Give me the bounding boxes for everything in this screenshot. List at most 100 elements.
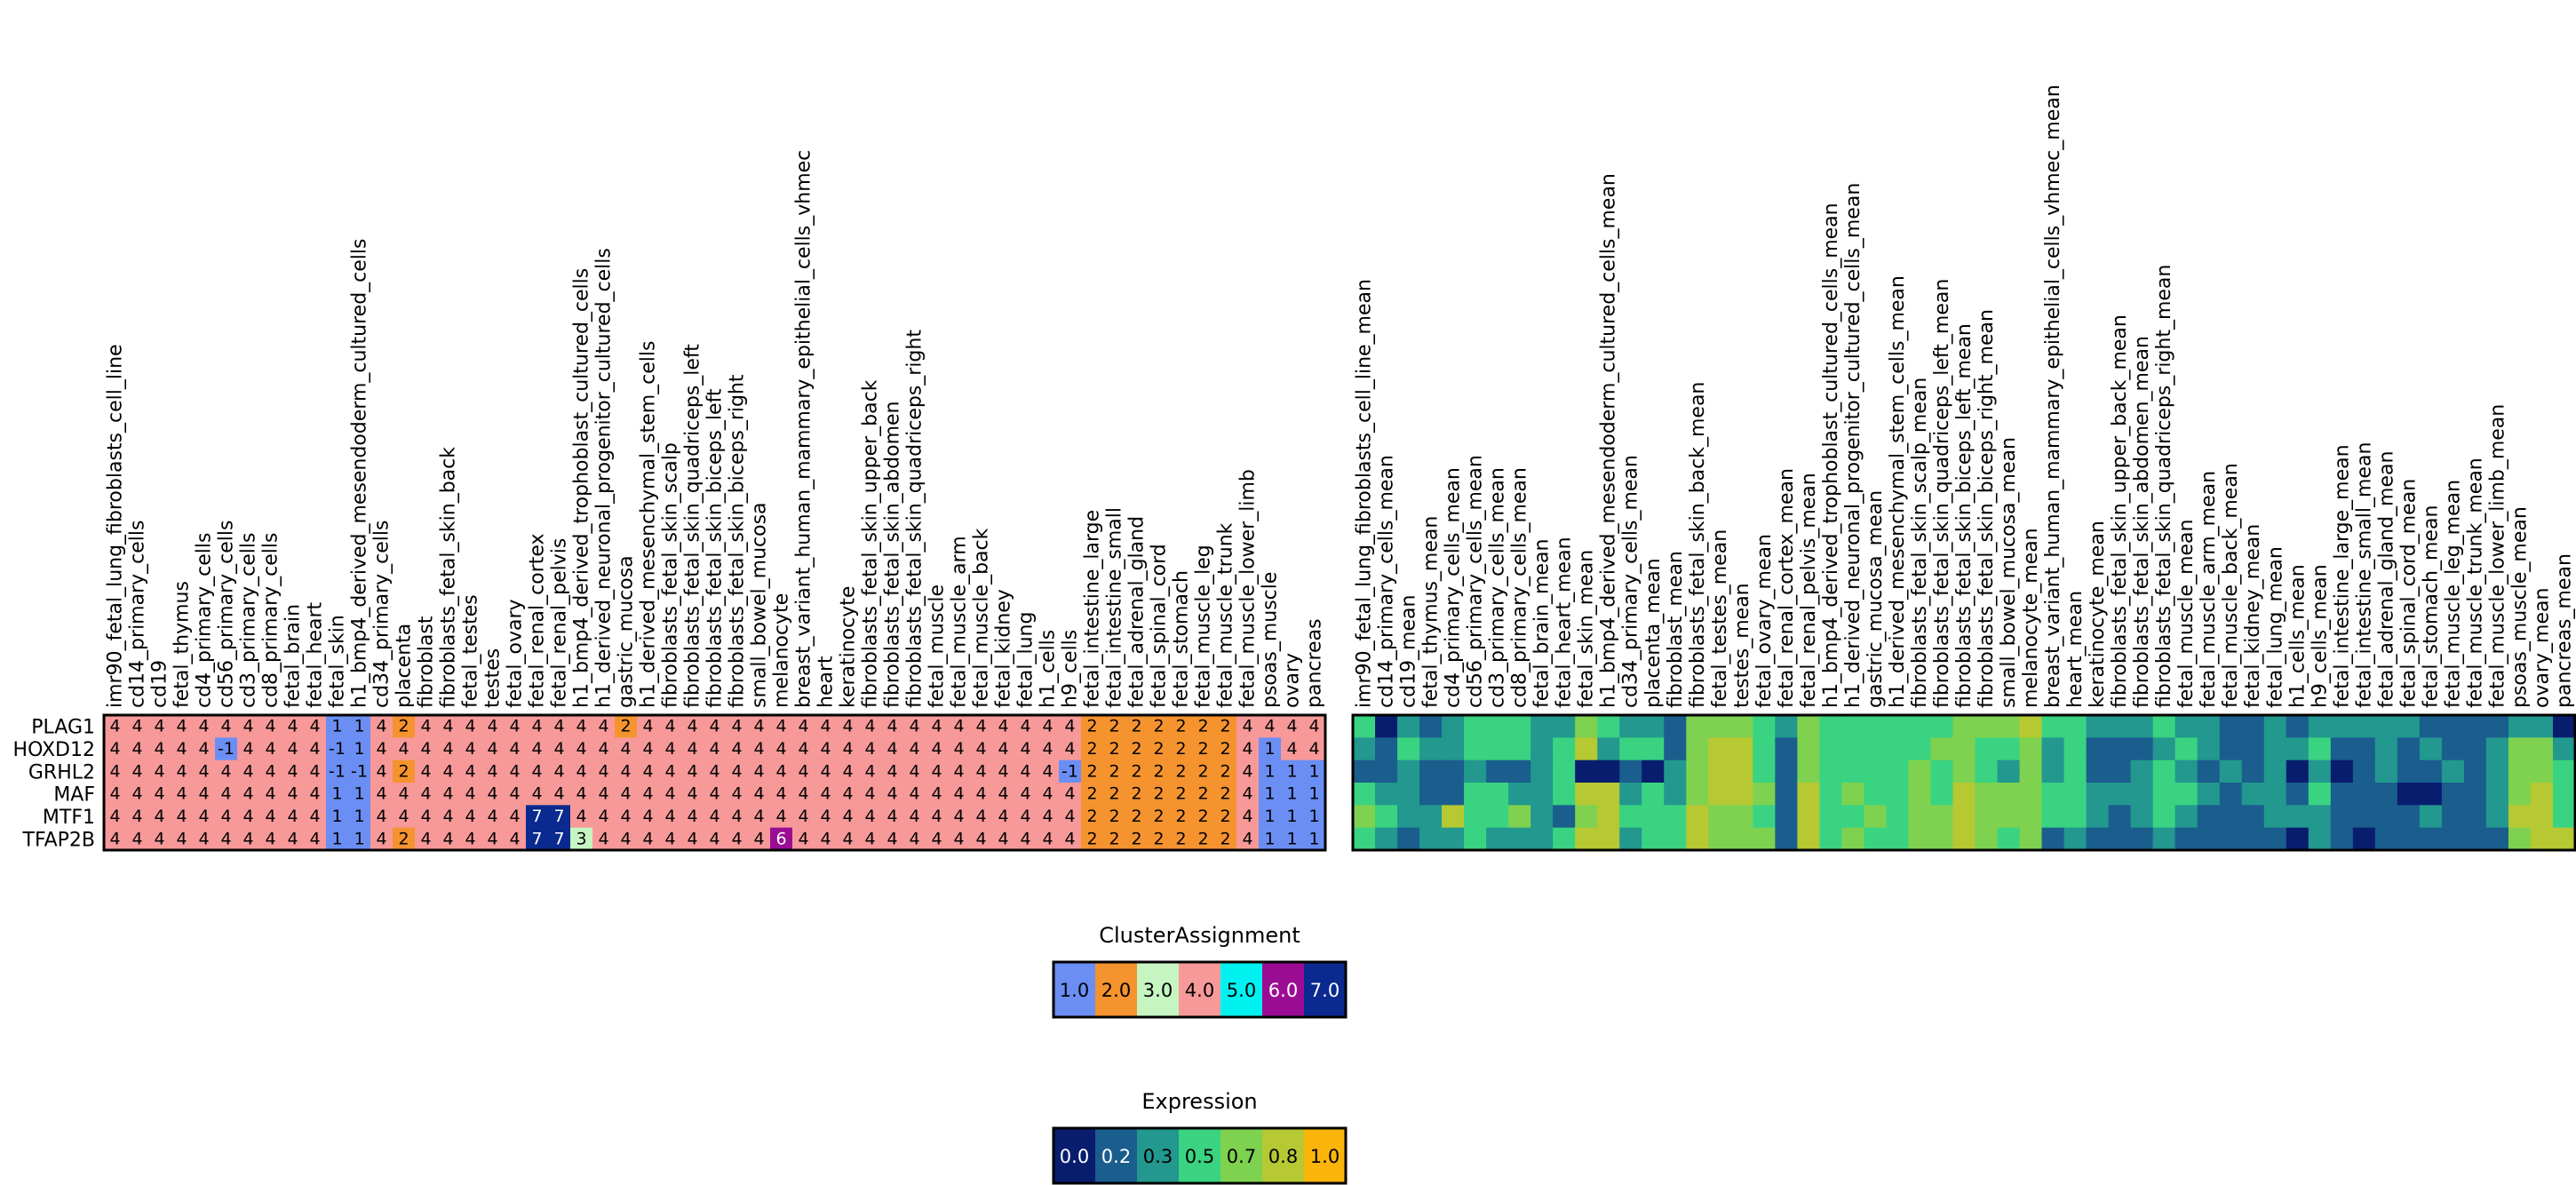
cell-value-label: 4 — [287, 761, 298, 781]
heatmap-cell — [1775, 827, 1798, 851]
cell-value-label: 4 — [176, 761, 187, 781]
heatmap-cell — [104, 715, 127, 738]
column-label: fetal_heart_mean — [1554, 537, 1576, 708]
cell-value-label: 4 — [242, 807, 253, 826]
heatmap-cell — [1619, 737, 1642, 761]
heatmap-cell — [193, 827, 216, 851]
heatmap-cell — [282, 760, 305, 783]
heatmap-cell — [1908, 737, 1932, 761]
heatmap-cell — [504, 805, 527, 829]
heatmap-cell — [2530, 783, 2554, 806]
heatmap-cell — [1553, 715, 1576, 738]
cell-value-label: 4 — [109, 717, 120, 736]
cell-value-label: 4 — [398, 807, 409, 826]
legend-swatch — [1053, 962, 1095, 1017]
heatmap-cell — [1553, 783, 1576, 806]
heatmap-cell — [2463, 737, 2487, 761]
cell-value-label: 4 — [664, 784, 675, 804]
cell-value-label: 1 — [1264, 761, 1275, 781]
cell-value-label: 4 — [1020, 761, 1030, 781]
heatmap-cell — [2063, 737, 2087, 761]
heatmap-cell — [393, 783, 416, 806]
heatmap-cell — [881, 715, 904, 738]
cell-value-label: 4 — [798, 739, 808, 759]
cell-value-label: 4 — [998, 739, 1008, 759]
heatmap-cell — [2397, 783, 2421, 806]
heatmap-cell — [681, 827, 704, 851]
cell-value-label: 4 — [620, 739, 631, 759]
cell-value-label: 4 — [709, 807, 720, 826]
heatmap-cell — [570, 715, 593, 738]
heatmap-cell — [237, 737, 260, 761]
heatmap-cell — [1148, 737, 1171, 761]
cell-value-label: 4 — [1286, 739, 1297, 759]
heatmap-cell — [2530, 715, 2554, 738]
heatmap-cell — [415, 715, 438, 738]
cell-value-label: 1 — [354, 829, 364, 848]
heatmap-cell — [1375, 760, 1398, 783]
heatmap-cell — [259, 737, 282, 761]
cell-value-label: 4 — [886, 784, 897, 804]
column-label: heart_mean — [2064, 591, 2087, 708]
heatmap-cell — [2108, 783, 2132, 806]
cell-value-label: 4 — [931, 739, 942, 759]
heatmap-cell — [1397, 783, 1420, 806]
cell-value-label: 4 — [420, 829, 431, 848]
heatmap-cell — [1597, 715, 1620, 738]
cell-value-label: 4 — [287, 807, 298, 826]
heatmap-cell — [1464, 783, 1487, 806]
heatmap-cell — [215, 715, 238, 738]
column-label: keratinocyte — [838, 586, 860, 708]
cell-value-label: 4 — [664, 807, 675, 826]
cell-value-label: 4 — [131, 761, 142, 781]
heatmap-cell — [2441, 715, 2465, 738]
cell-value-label: 4 — [598, 784, 608, 804]
heatmap-cell — [2041, 760, 2065, 783]
cell-value-label: 4 — [998, 807, 1008, 826]
cell-value-label: 2 — [1220, 784, 1230, 804]
heatmap-cell — [2419, 737, 2443, 761]
heatmap-cell — [1192, 737, 1215, 761]
column-label: fetal_muscle_leg_mean — [2442, 480, 2464, 708]
heatmap-cell — [1975, 805, 1999, 829]
heatmap-cell — [1730, 783, 1753, 806]
column-label: fetal_renal_cortex_mean — [1776, 468, 1798, 708]
cell-value-label: 2 — [1109, 739, 1119, 759]
column-label: fibroblasts_fetal_skin_quadriceps_left — [682, 344, 704, 708]
heatmap-cell — [2263, 827, 2287, 851]
heatmap-cell — [1486, 827, 1509, 851]
heatmap-cell — [1775, 760, 1798, 783]
heatmap-cell — [1597, 805, 1620, 829]
heatmap-cell — [837, 805, 860, 829]
heatmap-cell — [2108, 827, 2132, 851]
heatmap-cell — [437, 805, 460, 829]
heatmap-cell — [1730, 760, 1753, 783]
heatmap-cell — [1125, 783, 1149, 806]
cell-value-label: 4 — [376, 761, 386, 781]
heatmap-cell — [304, 715, 327, 738]
column-label: fetal_muscle_lower_limb_mean — [2486, 404, 2508, 708]
cell-value-label: 4 — [576, 784, 586, 804]
heatmap-cell — [2152, 805, 2176, 829]
heatmap-cell — [2463, 715, 2487, 738]
cell-value-label: 4 — [242, 717, 253, 736]
heatmap-cell — [1841, 715, 1865, 738]
heatmap-cell — [1281, 827, 1304, 851]
column-label: fibroblasts_fetal_skin_abdomen_mean — [2131, 336, 2153, 708]
cell-value-label: 4 — [709, 784, 720, 804]
heatmap-cell — [615, 827, 638, 851]
cell-value-label: 1 — [354, 739, 364, 759]
cell-value-label: 4 — [798, 807, 808, 826]
cell-value-label: 1 — [1264, 739, 1275, 759]
heatmap-cell — [370, 827, 394, 851]
heatmap-cell — [1464, 737, 1487, 761]
heatmap-cell — [881, 760, 904, 783]
heatmap-cell — [1014, 805, 1038, 829]
heatmap-cell — [859, 827, 882, 851]
heatmap-cell — [2152, 760, 2176, 783]
cell-value-label: 4 — [154, 761, 164, 781]
heatmap-cell — [1708, 737, 1731, 761]
column-label: fetal_spinal_cord_mean — [2397, 479, 2420, 708]
cell-value-label: 4 — [1242, 761, 1252, 781]
legend-swatch — [1220, 1128, 1262, 1183]
